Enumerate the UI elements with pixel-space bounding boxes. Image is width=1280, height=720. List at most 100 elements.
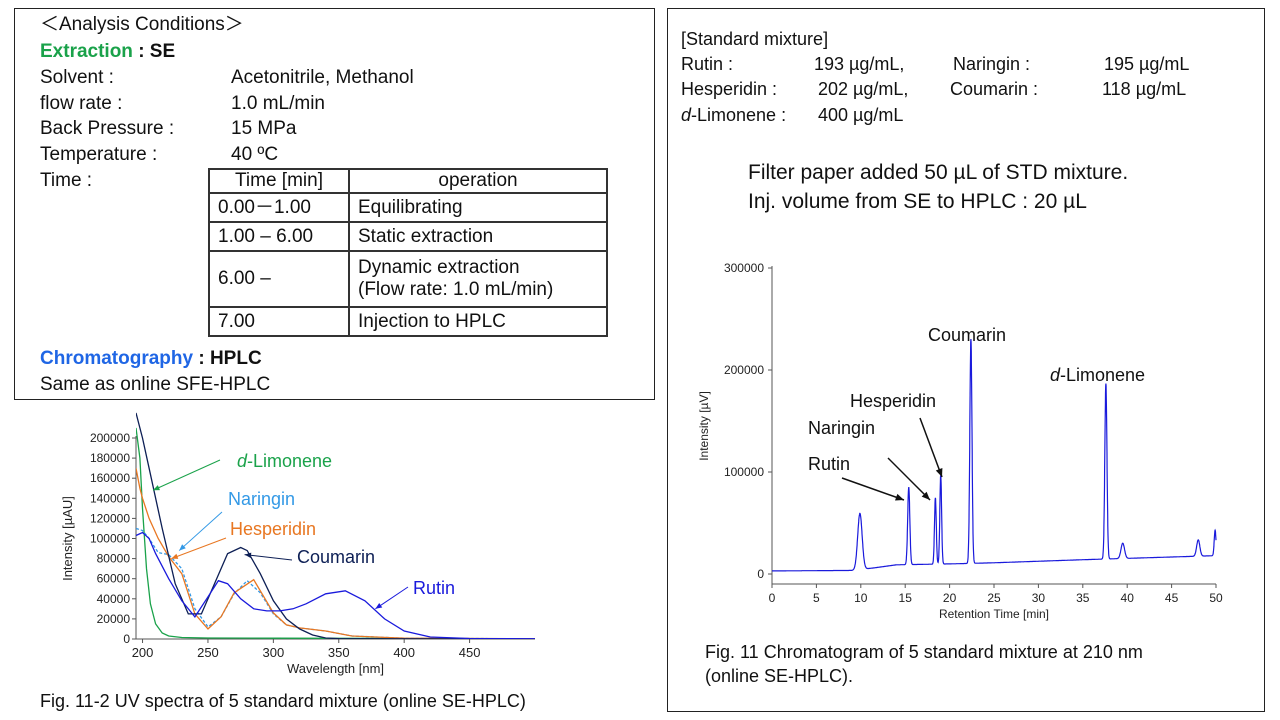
- uv-y-tick-label: 180000: [90, 451, 130, 465]
- uv-x-tick-label: 400: [393, 645, 415, 660]
- chrom-y-tick-label: 300000: [724, 261, 764, 275]
- chrom-peak-label: Naringin: [808, 418, 875, 438]
- uv-y-tick-label: 40000: [97, 592, 131, 606]
- uv-arrowhead: [244, 552, 252, 558]
- uv-annotation-arrow: [171, 537, 227, 560]
- table-header-row: Time [min] operation: [208, 168, 608, 194]
- uv-y-tick-label: 20000: [97, 612, 131, 626]
- chrom-x-tick-label: 10: [854, 591, 868, 605]
- same-as-text: Same as online SFE-HPLC: [40, 374, 271, 395]
- uv-y-tick-label: 140000: [90, 491, 130, 505]
- uv-series-line: [136, 527, 535, 639]
- extraction-line: Extraction : SE: [40, 41, 175, 63]
- chrom-peak-label-italic: d: [1050, 365, 1061, 385]
- limonene-conc: 400 µg/mL: [818, 105, 904, 125]
- chrom-x-tick-label: 35: [1076, 591, 1090, 605]
- filter-paper-note: Filter paper added 50 µL of STD mixture.: [748, 161, 1129, 184]
- uv-arrowhead: [375, 603, 383, 609]
- chrom-x-tick-label: 0: [769, 591, 776, 605]
- table-row: 0.00－1.00 Equilibrating: [208, 192, 608, 223]
- uv-x-tick-label: 450: [459, 645, 481, 660]
- chrom-arrowhead: [935, 468, 943, 477]
- chromatogram-caption-line1: Fig. 11 Chromatogram of 5 standard mixtu…: [705, 642, 1143, 662]
- chrom-peak-label-text: Rutin: [808, 454, 850, 474]
- chrom-trace: [772, 338, 1217, 572]
- uv-y-axis-title: Intensity [µAU]: [60, 496, 75, 581]
- uv-annotation-text: Coumarin: [297, 547, 375, 567]
- operation-line-1: Dynamic extraction: [358, 257, 520, 278]
- uv-annotation-label: Coumarin: [297, 547, 375, 567]
- table-row: 1.00 – 6.00 Static extraction: [208, 221, 608, 252]
- table-cell-operation: Equilibrating: [348, 192, 608, 223]
- naringin-conc: 195 µg/mL: [1104, 54, 1190, 74]
- chrom-peak-arrow: [841, 477, 905, 501]
- back-pressure-label: Back Pressure :: [40, 118, 175, 139]
- table-cell-time: 0.00－1.00: [208, 192, 350, 223]
- chrom-peak-arrow: [887, 457, 931, 501]
- chromatogram-caption-line2: (online SE-HPLC).: [705, 666, 854, 686]
- extraction-value: : SE: [132, 41, 176, 62]
- uv-annotation-text: -Limonene: [247, 451, 332, 471]
- standard-heading: [Standard mixture]: [681, 29, 829, 49]
- chromatography-line: Chromatography : HPLC: [40, 348, 262, 370]
- uv-annotation-arrow: [178, 511, 223, 551]
- chrom-y-tick-label: 100000: [724, 465, 764, 479]
- chrom-arrowhead: [895, 493, 904, 501]
- chrom-peak-label: Hesperidin: [850, 391, 936, 411]
- coumarin-name: Coumarin :: [950, 79, 1039, 99]
- uv-series-line: [136, 468, 535, 639]
- chrom-peak-label: d-Limonene: [1050, 365, 1145, 385]
- table-header-operation: operation: [348, 168, 608, 194]
- table-row: 6.00 – Dynamic extraction (Flow rate: 1.…: [208, 250, 608, 308]
- chrom-y-tick-label: 200000: [724, 363, 764, 377]
- coumarin-conc: 118 µg/mL: [1102, 79, 1187, 99]
- chrom-peak-arrow: [919, 417, 943, 478]
- uv-y-tick-label: 60000: [97, 572, 131, 586]
- chromatography-label: Chromatography: [40, 348, 194, 369]
- chrom-peak-label-text: Hesperidin: [850, 391, 936, 411]
- limonene-name-text: -Limonene :: [691, 105, 787, 125]
- hesperidin-conc: 202 µg/mL,: [818, 79, 909, 99]
- solvent-value: Acetonitrile, Methanol: [231, 67, 414, 88]
- chrom-peak-label-text: -Limonene: [1060, 365, 1145, 385]
- table-cell-time: 7.00: [208, 306, 350, 337]
- uv-annotation-label: Naringin: [228, 489, 295, 509]
- uv-annotation-arrow: [375, 586, 409, 610]
- chrom-y-axis-title: Intensity [µV]: [697, 391, 711, 461]
- uv-caption: Fig. 11-2 UV spectra of 5 standard mixtu…: [40, 691, 526, 711]
- chrom-peak-label: Rutin: [808, 454, 850, 474]
- uv-series-line: [136, 531, 535, 639]
- hesperidin-name: Hesperidin :: [681, 79, 778, 99]
- uv-arrowhead: [179, 544, 186, 551]
- flow-rate-label: flow rate :: [40, 93, 123, 114]
- chrom-x-tick-label: 50: [1209, 591, 1223, 605]
- uv-annotation-text: Rutin: [413, 578, 455, 598]
- extraction-label: Extraction: [40, 41, 133, 62]
- chrom-x-tick-label: 30: [1032, 591, 1046, 605]
- uv-annotation-italic: d: [237, 451, 248, 471]
- time-label: Time :: [40, 170, 93, 191]
- uv-annotation-text: Naringin: [228, 489, 295, 509]
- table-cell-operation: Dynamic extraction (Flow rate: 1.0 mL/mi…: [348, 250, 608, 308]
- chrom-x-axis-title: Retention Time [min]: [939, 607, 1049, 621]
- conditions-heading: ＜Analysis Conditions＞: [40, 14, 244, 35]
- uv-x-tick-label: 250: [197, 645, 219, 660]
- uv-spectra-chart: 0 20000 40000 60000 80000 100000 120000 140000 1…: [60, 412, 535, 676]
- table-cell-operation: Static extraction: [348, 221, 608, 252]
- time-program-table: Time [min] operation 0.00－1.00 Equilibra…: [208, 168, 608, 337]
- chrom-x-tick-label: 5: [813, 591, 820, 605]
- chrom-x-tick-label: 15: [899, 591, 913, 605]
- naringin-name: Naringin :: [953, 54, 1031, 74]
- limonene-italic-d: d: [681, 105, 692, 125]
- table-cell-time: 6.00 –: [208, 250, 350, 308]
- chrom-x-tick-label: 20: [943, 591, 957, 605]
- uv-y-tick-label: 100000: [90, 532, 130, 546]
- chrom-peak-label: Coumarin: [928, 325, 1006, 345]
- back-pressure-value: 15 MPa: [231, 118, 297, 139]
- chromatography-value: : HPLC: [193, 348, 262, 369]
- uv-annotation-text: Hesperidin: [230, 519, 316, 539]
- uv-y-tick-label: 0: [123, 632, 130, 646]
- uv-series-line: [136, 427, 535, 639]
- temperature-value: 40 ºC: [231, 144, 279, 165]
- chrom-x-tick-label: 40: [1121, 591, 1135, 605]
